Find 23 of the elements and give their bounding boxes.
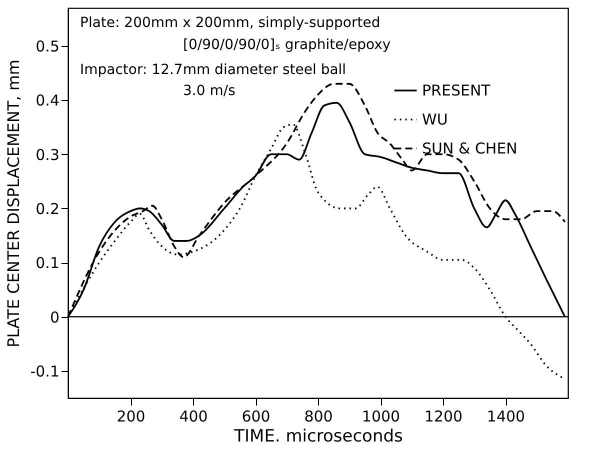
x-tick-label: 200: [116, 408, 146, 426]
x-tick-label: 600: [242, 408, 270, 426]
x-tick-label: 1400: [486, 408, 526, 426]
y-tick-label: 0.2: [36, 200, 60, 218]
y-tick-label: 0: [50, 308, 60, 326]
annotation: [0/90/0/90/0]ₛ graphite/epoxy: [183, 37, 391, 53]
y-tick-label: 0.3: [36, 146, 60, 164]
legend-label: WU: [422, 110, 448, 128]
y-tick-label: 0.4: [36, 92, 60, 110]
x-tick-label: 1000: [362, 408, 400, 426]
x-tick-label: 1200: [424, 408, 463, 426]
x-tick-label: 800: [304, 408, 333, 426]
annotation: Plate: 200mm x 200mm, simply-supported: [80, 15, 380, 31]
legend-label: PRESENT: [422, 82, 492, 100]
x-tick-label: 400: [179, 408, 208, 426]
legend-label: SUN & CHEN: [422, 140, 518, 158]
annotation: Impactor: 12.7mm diameter steel ball: [80, 62, 346, 78]
x-axis-title: TIME. microseconds: [233, 426, 404, 446]
y-axis-title: PLATE CENTER DISPLACEMENT, mm: [4, 59, 24, 348]
y-tick-label: 0.1: [36, 254, 60, 272]
annotation: 3.0 m/s: [183, 83, 236, 99]
y-tick-label: -0.1: [30, 362, 60, 380]
y-tick-label: 0.5: [36, 37, 60, 56]
